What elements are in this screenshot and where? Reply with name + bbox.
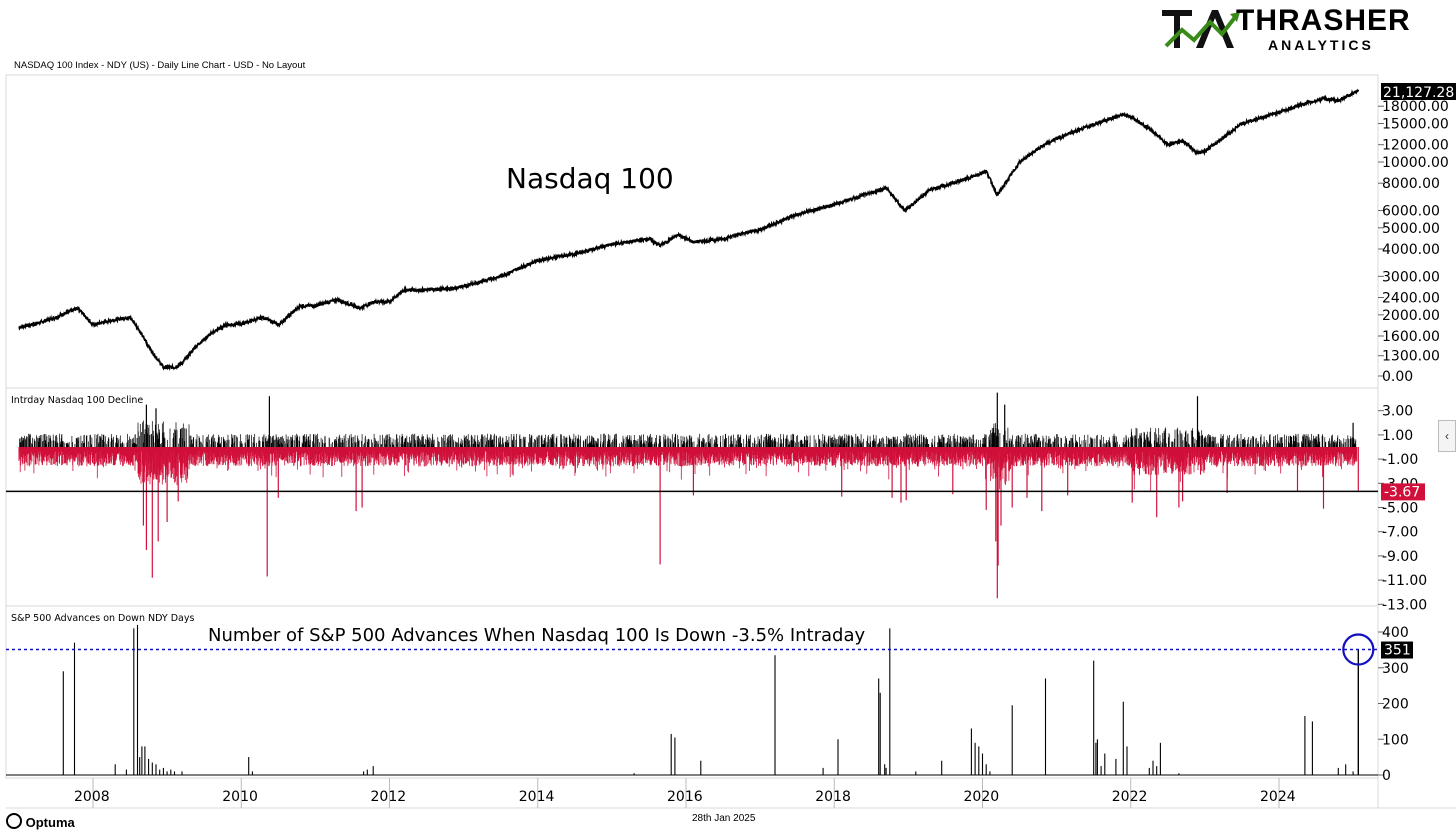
price-tick-label: 1300.00 (1382, 349, 1440, 365)
price-tick-label: 1600.00 (1382, 329, 1440, 345)
decline-pane (5, 387, 1379, 607)
brand-sub: ANALYTICS (1268, 37, 1374, 53)
brand-name: THRASHER (1236, 4, 1411, 37)
price-title: Nasdaq 100 (506, 162, 674, 195)
decline-tick-label: -1.00 (1382, 452, 1418, 468)
price-tick-label: 15000.00 (1382, 117, 1449, 133)
decline-tick-label: -13.00 (1382, 597, 1427, 613)
price-tick-label: 2400.00 (1382, 291, 1440, 307)
price-tick-label: 5000.00 (1382, 221, 1440, 237)
price-tick-label: 6000.00 (1382, 204, 1440, 220)
price-tick-label: 4000.00 (1382, 242, 1440, 258)
decline-tick-label: 1.00 (1382, 428, 1413, 444)
decline-tick-label: 3.00 (1382, 404, 1413, 420)
price-tick-label: 10000.00 (1382, 155, 1449, 171)
logo-mark (1162, 10, 1240, 48)
price-tick-label: 0.00 (1382, 369, 1413, 385)
decline-bars (18, 392, 1359, 599)
decline-tick-label: -9.00 (1382, 549, 1418, 565)
price-pane (5, 74, 1379, 389)
price-tick-label: 8000.00 (1382, 176, 1440, 192)
nasdaq-price-line (18, 88, 1360, 372)
price-tick-label: 18000.00 (1382, 99, 1449, 115)
decline-tick-label: -11.00 (1382, 573, 1427, 589)
price-tick-label: 2000.00 (1382, 308, 1440, 324)
chart-caption: NASDAQ 100 Index - NDY (US) - Daily Line… (14, 60, 306, 71)
decline-pane-title: Intrday Nasdaq 100 Decline (11, 395, 143, 406)
price-last-value-tag: 21,127.28 (1381, 83, 1456, 101)
decline-y-ticks: 3.001.00-1.00-3.00-5.00-7.00-9.00-11.00-… (1378, 404, 1427, 613)
price-tick-label: 12000.00 (1382, 138, 1449, 154)
thrasher-logo (1162, 10, 1240, 48)
decline-tick-label: -7.00 (1382, 525, 1418, 541)
decline-tick-label: -5.00 (1382, 501, 1418, 517)
price-tick-label: 3000.00 (1382, 269, 1440, 285)
